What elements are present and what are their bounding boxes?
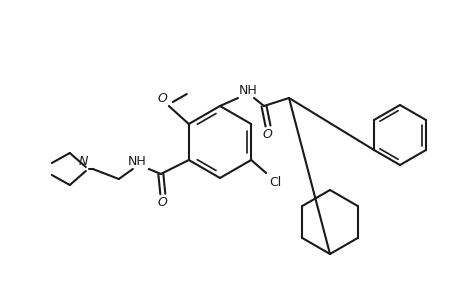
Text: O: O — [262, 128, 271, 141]
Text: NH: NH — [239, 84, 257, 97]
Text: O: O — [157, 92, 168, 105]
Text: NH: NH — [128, 155, 146, 168]
Text: N: N — [78, 155, 88, 168]
Text: O: O — [157, 196, 168, 209]
Text: Cl: Cl — [269, 176, 281, 189]
